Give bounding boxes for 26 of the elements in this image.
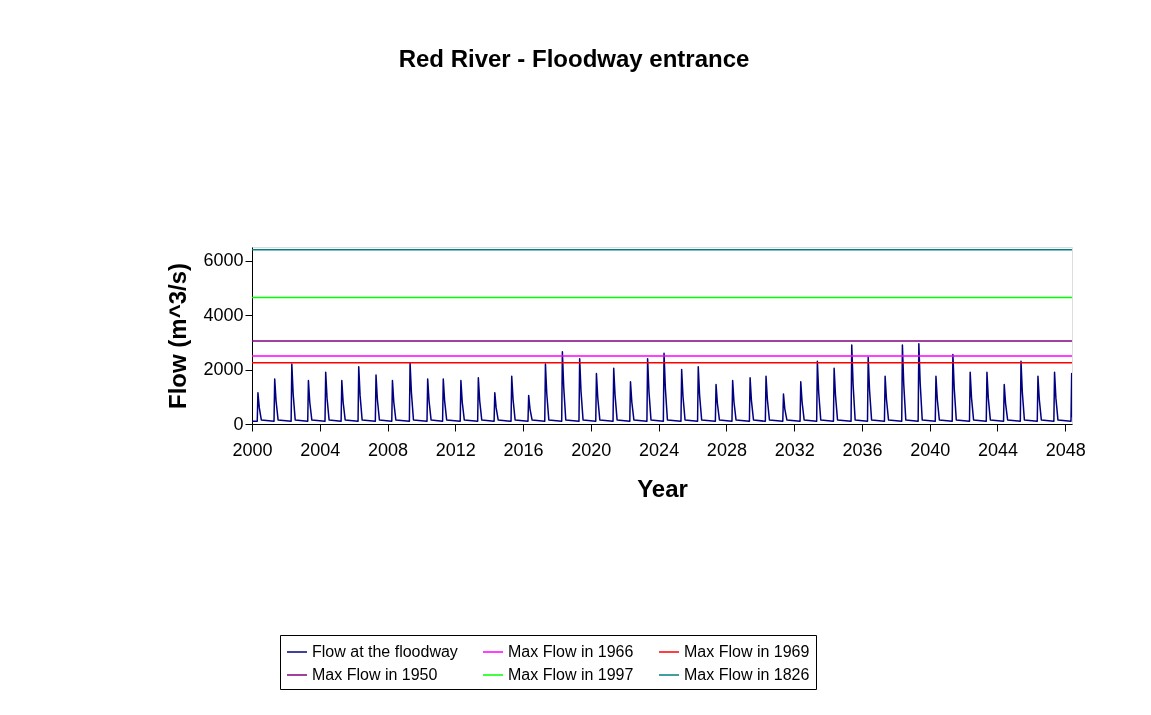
legend-label: Max Flow in 1826 bbox=[684, 666, 810, 683]
x-tick-label: 2032 bbox=[774, 439, 815, 460]
x-tick-label: 2012 bbox=[435, 439, 476, 460]
x-tick-label: 2004 bbox=[300, 439, 341, 460]
x-tick-label: 2040 bbox=[910, 439, 951, 460]
legend-label: Flow at the floodway bbox=[312, 643, 458, 660]
y-tick-label: 0 bbox=[233, 413, 244, 434]
x-tick-label: 2048 bbox=[1045, 439, 1086, 460]
y-tick-label: 4000 bbox=[203, 304, 244, 325]
y-tick-label: 6000 bbox=[203, 250, 244, 271]
chart-title: Red River - Floodway entrance bbox=[398, 45, 750, 72]
y-tick-label: 2000 bbox=[203, 359, 244, 380]
x-tick-label: 2024 bbox=[639, 439, 680, 460]
y-axis-title: Flow (m^3/s) bbox=[164, 262, 192, 410]
x-tick-label: 2044 bbox=[977, 439, 1018, 460]
legend-label: Max Flow in 1950 bbox=[312, 666, 438, 683]
legend-label: Max Flow in 1969 bbox=[684, 643, 810, 660]
x-tick-label: 2036 bbox=[842, 439, 883, 460]
x-tick-label: 2016 bbox=[503, 439, 544, 460]
legend-label: Max Flow in 1997 bbox=[508, 666, 634, 683]
x-tick-label: 2008 bbox=[368, 439, 409, 460]
x-tick-label: 2000 bbox=[232, 439, 273, 460]
x-tick-label: 2028 bbox=[706, 439, 747, 460]
x-axis-title: Year bbox=[637, 474, 688, 502]
x-tick-label: 2020 bbox=[571, 439, 612, 460]
legend-label: Max Flow in 1966 bbox=[508, 643, 634, 660]
